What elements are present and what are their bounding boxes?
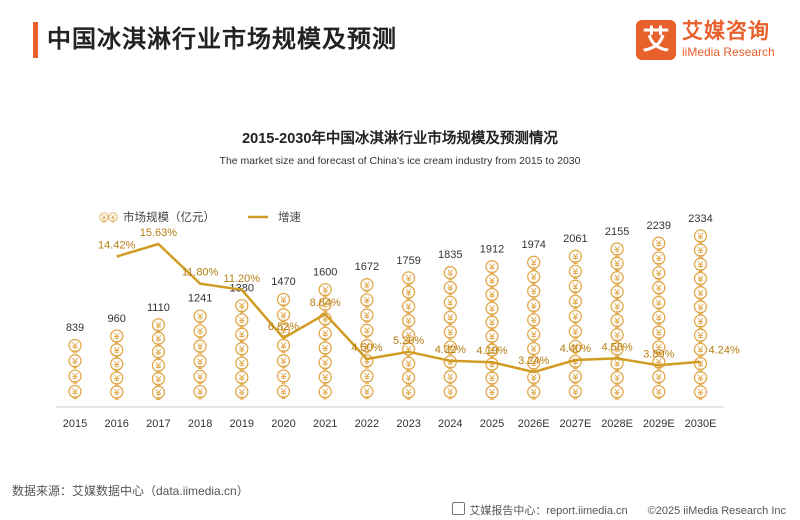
bar-2022: [360, 278, 374, 400]
x-tick-label: 2025: [480, 418, 504, 430]
bar-2019: [235, 298, 249, 400]
bar-2029E: [652, 236, 666, 400]
growth-label: 8.84%: [310, 297, 341, 309]
bar-value-label: 2155: [605, 226, 629, 238]
growth-label: 11.80%: [182, 267, 219, 279]
source-note: 数据来源：艾媒数据中心（data.iimedia.cn）: [12, 484, 249, 498]
chart-title: 2015-2030年中国冰淇淋行业市场规模及预测情况: [242, 129, 558, 147]
logo-mark-icon: 艾: [636, 20, 676, 60]
growth-label: 11.20%: [224, 273, 261, 285]
bar-value-label: 1110: [147, 302, 170, 314]
bar-2016: [110, 329, 124, 400]
logo: 艾 艾媒咨询 iiMedia Research: [636, 20, 786, 64]
x-tick-label: 2030E: [685, 418, 717, 430]
title-accent-bar: [33, 22, 38, 58]
x-tick-label: 2019: [230, 418, 254, 430]
bar-value-label: 1470: [271, 276, 295, 288]
growth-line: [116, 242, 701, 374]
bar-value-label: 2239: [647, 220, 671, 232]
bar-value-label: 2334: [688, 213, 712, 225]
bar-2017: [151, 318, 166, 401]
legend-label-market-size: 市场规模（亿元）: [123, 210, 215, 224]
bar-2025: [485, 259, 499, 400]
bar-value-label: 2061: [563, 233, 587, 245]
chart-subtitle: The market size and forecast of China's …: [220, 155, 581, 167]
bar-2018: [193, 309, 207, 400]
logo-name-cn: 艾媒咨询: [682, 20, 770, 43]
growth-label: 4.24%: [709, 345, 740, 357]
x-tick-label: 2024: [438, 418, 462, 430]
bar-value-label: 1672: [355, 261, 379, 273]
bar-2015: [68, 338, 82, 400]
x-axis-tick-labels: 2015 2016 2017 2018 2019 2020 2021 2022 2023 2024…: [63, 418, 717, 430]
logo-name-en: iiMedia Research: [682, 45, 775, 59]
growth-label: 4.56%: [601, 341, 632, 353]
page-title: 中国冰淇淋行业市场规模及预测: [47, 26, 397, 53]
bar-value-label: 1912: [480, 244, 504, 256]
bar-series: [68, 229, 708, 401]
growth-label: 4.50%: [351, 342, 382, 354]
bar-value-label: 1600: [313, 266, 337, 278]
x-tick-label: 2029E: [643, 418, 675, 430]
bar-2026E: [527, 255, 541, 400]
x-tick-label: 2028E: [601, 418, 633, 430]
page-header: 中国冰淇淋行业市场规模及预测 艾 艾媒咨询 iiMedia Research: [0, 0, 800, 70]
x-tick-label: 2018: [188, 418, 212, 430]
growth-label: 3.89%: [643, 348, 674, 360]
x-tick-label: 2015: [63, 418, 87, 430]
x-tick-label: 2023: [396, 418, 420, 430]
growth-label: 5.20%: [393, 335, 424, 347]
report-link[interactable]: 艾媒报告中心：report.iimedia.cn: [469, 505, 628, 517]
bar-value-label: 1974: [521, 239, 545, 251]
bar-2020: [276, 292, 291, 400]
growth-labels: 14.42% 15.63% 11.80% 11.20% 6.52% 8.84% 4.50% 5…: [98, 227, 740, 367]
bar-value-label: 1241: [188, 293, 212, 305]
legend-label-growth: 增速: [278, 210, 301, 224]
legend-bar-swatch: [99, 212, 118, 223]
bar-2028E: [610, 242, 624, 400]
growth-label: 4.19%: [476, 345, 507, 357]
growth-label: 6.52%: [268, 321, 299, 333]
report-icon: [452, 502, 466, 515]
x-tick-label: 2017: [146, 418, 170, 430]
bar-2030E: [693, 229, 708, 400]
legend: 市场规模（亿元） 增速: [99, 210, 301, 224]
bar-value-labels: 839 960 1110 1241 1380 1470 1600 1672 1759 1835 19…: [66, 213, 713, 334]
copyright: ©2025 iiMedia Research Inc: [647, 505, 786, 517]
bar-value-label: 1835: [438, 249, 462, 261]
bar-2024: [443, 266, 457, 400]
bar-2027E: [568, 249, 583, 400]
bar-value-label: 1380: [230, 282, 254, 294]
growth-label: 4.32%: [435, 344, 466, 356]
growth-label: 14.42%: [98, 240, 136, 252]
bar-value-label: 839: [66, 322, 84, 334]
x-tick-label: 2016: [104, 418, 128, 430]
market-size-chart: 2015-2030年中国冰淇淋行业市场规模及预测情况 The market si…: [56, 129, 740, 430]
x-tick-label: 2020: [271, 418, 295, 430]
growth-label: 4.40%: [560, 343, 591, 355]
x-tick-label: 2022: [355, 418, 379, 430]
x-tick-label: 2027E: [559, 418, 591, 430]
x-tick-label: 2026E: [518, 418, 550, 430]
x-tick-label: 2021: [313, 418, 337, 430]
growth-label: 3.24%: [518, 355, 549, 367]
footer-info: 艾媒报告中心：report.iimedia.cn ©2025 iiMedia Re…: [452, 502, 786, 518]
bar-value-label: 1759: [396, 255, 420, 267]
growth-label: 15.63%: [140, 227, 178, 239]
bar-value-label: 960: [108, 313, 126, 325]
